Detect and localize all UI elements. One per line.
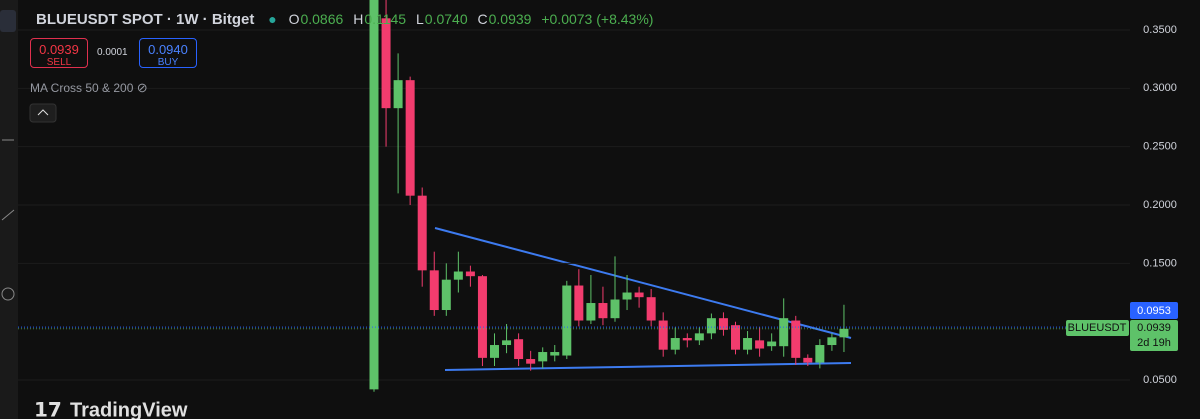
logo-text: TradingView <box>70 399 188 419</box>
candle-body <box>550 352 560 356</box>
candle-body <box>779 318 789 347</box>
candle-body <box>622 292 632 300</box>
y-tick-label: 0.3500 <box>1143 24 1177 36</box>
crosshair-label: 0.0953 <box>1137 305 1171 317</box>
candle-body <box>718 318 728 330</box>
candle-body <box>502 340 512 346</box>
candle-body <box>574 285 584 321</box>
candle-body <box>453 271 463 280</box>
candle-body <box>743 338 753 350</box>
ohlc-key: O <box>288 11 300 27</box>
candle-body <box>477 276 487 358</box>
change: +0.0073 (+8.43%) <box>541 11 654 27</box>
status-dot: ● <box>268 11 277 27</box>
ohlc-value: 0.0740 <box>424 11 468 27</box>
buy-button[interactable]: 0.0940 BUY <box>139 38 197 68</box>
candle-body <box>405 80 415 196</box>
collapse-button[interactable] <box>29 103 57 123</box>
candle-body <box>646 297 656 321</box>
candle-body <box>417 195 427 271</box>
candle-body <box>429 270 439 311</box>
ohlc-value: 0.0939 <box>488 11 532 27</box>
spread: 0.0001 <box>97 47 128 58</box>
y-tick-label: 0.2000 <box>1143 199 1177 211</box>
left-toolbar <box>0 0 18 419</box>
symbol-label: BLUEUSDT <box>1068 322 1127 334</box>
sell-button[interactable]: 0.0939 SELL <box>30 38 88 68</box>
trend-line <box>444 362 852 371</box>
y-tick-label: 0.0500 <box>1143 374 1177 386</box>
candle-body <box>694 333 704 341</box>
candle-body <box>682 338 692 341</box>
candle-body <box>610 299 620 319</box>
indicator-name[interactable]: MA Cross 50 & 200 <box>30 81 134 95</box>
sell-label[interactable]: SELL <box>46 57 72 68</box>
candle-body <box>526 359 536 364</box>
toolbar-icon[interactable] <box>1 209 15 221</box>
candle-body <box>586 303 596 321</box>
candle-body <box>670 338 680 350</box>
candle-body <box>803 357 813 363</box>
toolbar-icon[interactable] <box>1 287 15 301</box>
y-tick-label: 0.1500 <box>1143 257 1177 269</box>
symbol-label-box <box>1066 320 1129 336</box>
candle-body <box>658 320 668 350</box>
ohlc-key: C <box>477 11 488 27</box>
candle-body <box>514 339 524 360</box>
countdown-label: 2d 19h <box>1137 337 1171 349</box>
last-price-box <box>1130 320 1178 351</box>
symbol-header: BLUEUSDT SPOT · 1W · Bitget ● O0.0866 H0… <box>36 11 654 28</box>
ohlc-value: 0.0866 <box>300 11 344 27</box>
candle-body <box>562 285 572 356</box>
ohlc-value: 0.1145 <box>364 11 407 27</box>
candle-body <box>369 0 379 390</box>
buy-price[interactable]: 0.0940 <box>148 42 188 57</box>
crosshair-label-box <box>1130 302 1178 319</box>
candle-body <box>393 80 403 109</box>
symbol-title: BLUEUSDT SPOT · 1W · Bitget <box>36 11 255 28</box>
candle-body <box>538 352 548 362</box>
last-price-label: 0.0939 <box>1137 322 1171 334</box>
candle-body <box>634 292 644 298</box>
toolbar-button[interactable] <box>0 10 16 32</box>
y-tick-label: 0.3000 <box>1143 82 1177 94</box>
candle-body <box>755 340 765 349</box>
ohlc-key: L <box>415 11 424 27</box>
candle-body <box>731 325 740 350</box>
candle-body <box>441 279 451 311</box>
sell-price[interactable]: 0.0939 <box>39 42 79 57</box>
candle-body <box>706 318 716 334</box>
buy-label[interactable]: BUY <box>157 57 179 68</box>
trend-line <box>434 227 852 339</box>
collapse-icon[interactable] <box>37 109 49 116</box>
candle-body <box>815 345 825 363</box>
candle-body <box>465 271 475 277</box>
logo-mark: 𝟭𝟳 <box>34 399 62 419</box>
candle-body <box>381 18 391 109</box>
plot-area <box>369 0 849 392</box>
candle-body <box>827 337 837 346</box>
candle-body <box>598 303 608 319</box>
ohlc-key: H <box>353 11 364 27</box>
indicator-label[interactable]: MA Cross 50 & 200 ⊘ <box>30 80 148 95</box>
candle-body <box>767 341 777 347</box>
candle-body <box>490 345 499 358</box>
candle-body <box>839 328 849 338</box>
candle-body <box>791 320 801 358</box>
y-tick-label: 0.2500 <box>1143 141 1177 153</box>
